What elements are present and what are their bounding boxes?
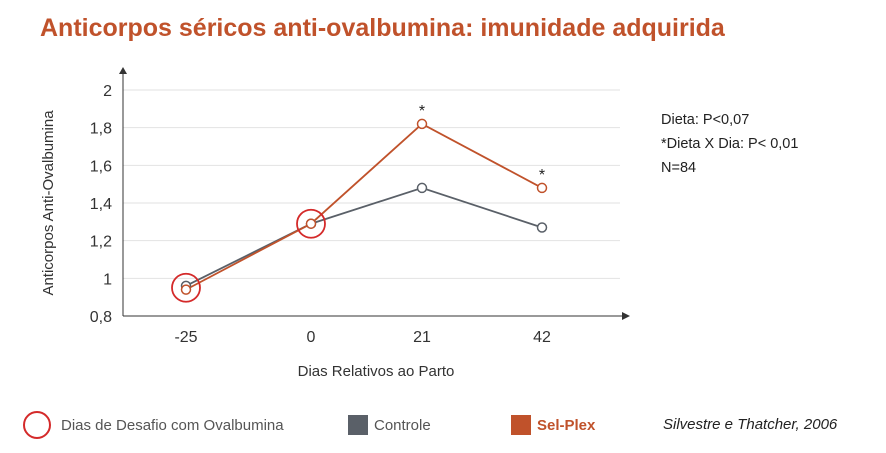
legend-challenge: Dias de Desafio com Ovalbumina bbox=[23, 407, 284, 443]
x-axis-label: Dias Relativos ao Parto bbox=[298, 363, 455, 380]
data-point bbox=[536, 182, 548, 194]
y-axis-label: Anticorpos Anti-Ovalbumina bbox=[40, 110, 57, 296]
stat-interaction: *Dieta X Dia: P< 0,01 bbox=[661, 136, 799, 152]
stat-n: N=84 bbox=[661, 160, 697, 176]
legend-control-label: Controle bbox=[374, 416, 431, 434]
legend-selplex-label: Sel-Plex bbox=[537, 416, 596, 434]
series-line bbox=[185, 186, 543, 287]
x-tick-label: 0 bbox=[307, 329, 316, 346]
y-tick-label: 0,8 bbox=[90, 309, 112, 326]
chart-title: Anticorpos séricos anti-ovalbumina: imun… bbox=[40, 14, 725, 42]
stat-diet: Dieta: P<0,07 bbox=[661, 112, 750, 128]
y-tick-label: 1,6 bbox=[90, 158, 112, 175]
series-line bbox=[185, 122, 543, 291]
source-citation: Silvestre e Thatcher, 2006 bbox=[663, 416, 838, 433]
square-icon bbox=[511, 415, 531, 435]
y-tick-label: 1 bbox=[103, 271, 112, 288]
y-tick-label: 1,2 bbox=[90, 234, 112, 251]
challenge-ring bbox=[296, 208, 326, 239]
y-tick-label: 1,8 bbox=[90, 121, 112, 138]
data-point bbox=[416, 182, 428, 194]
x-tick-label: 21 bbox=[413, 329, 431, 346]
square-icon bbox=[348, 415, 368, 435]
circle-icon bbox=[23, 411, 51, 439]
x-tick-label: 42 bbox=[533, 329, 551, 346]
x-axis-arrow bbox=[622, 312, 630, 320]
data-point bbox=[536, 222, 548, 233]
y-tick-label: 1,4 bbox=[90, 196, 112, 213]
significance-marker: * bbox=[539, 167, 545, 184]
y-tick-label: 2 bbox=[103, 83, 112, 100]
data-point bbox=[180, 284, 192, 295]
legend-selplex: Sel-Plex bbox=[511, 407, 595, 443]
legend-challenge-label: Dias de Desafio com Ovalbumina bbox=[61, 416, 284, 434]
legend-control: Controle bbox=[348, 407, 431, 443]
x-tick-label: -25 bbox=[174, 329, 197, 346]
data-point bbox=[305, 218, 317, 229]
y-axis-arrow bbox=[119, 67, 127, 74]
data-point bbox=[416, 118, 428, 130]
stats-panel: Dieta: P<0,07 *Dieta X Dia: P< 0,01 N=84 bbox=[661, 108, 798, 180]
challenge-ring bbox=[171, 272, 201, 303]
significance-marker: * bbox=[419, 103, 425, 120]
